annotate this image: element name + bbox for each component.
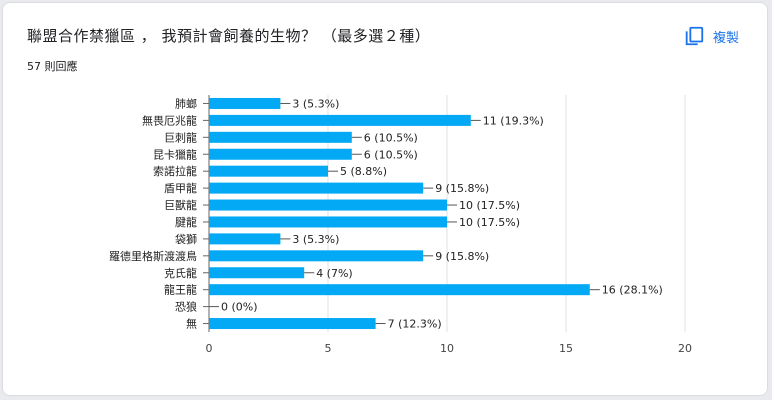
copy-button[interactable]: 複製 [683,21,753,51]
bar [209,131,352,143]
copy-icon [685,26,704,46]
data-label: 16 (28.1%) [602,284,663,297]
x-tick-label: 20 [678,342,692,355]
category-label: 龍王龍 [164,283,197,297]
data-label: 9 (15.8%) [435,182,489,195]
bar [209,97,281,109]
response-card: 聯盟合作禁獵區 ， 我預計會飼養的生物？ （最多選２種） 57 則回應 複製 [2,2,768,396]
copy-label: 複製 [713,30,740,46]
question-title: 聯盟合作禁獵區 ， 我預計會飼養的生物？ （最多選２種） [27,27,431,45]
category-label: 肺螂 [175,97,197,110]
category-label: 索諾拉龍 [153,164,197,178]
bar [209,182,424,194]
bar [209,250,424,262]
category-label: 袋獅 [175,232,197,246]
data-label: 6 (10.5%) [364,148,418,161]
bar [209,114,471,126]
category-label: 腱龍 [175,215,197,229]
category-label: 無 [186,317,197,331]
category-label: 巨獸龍 [164,198,197,212]
category-label: 巨刺龍 [164,130,197,144]
bar [209,318,376,330]
data-label: 10 (17.5%) [459,199,520,212]
x-tick-label: 15 [559,342,573,355]
data-label: 3 (5.3%) [292,233,339,246]
data-label: 7 (12.3%) [388,318,442,331]
data-label: 11 (19.3%) [483,114,544,127]
category-label: 恐狼 [175,300,197,314]
data-label: 10 (17.5%) [459,216,520,229]
bar [209,216,447,228]
bar [209,165,328,177]
x-tick-label: 5 [325,342,332,355]
data-label: 0 (0%) [221,301,258,314]
category-label: 克氏龍 [164,266,197,280]
data-label: 9 (15.8%) [435,250,489,263]
x-tick-label: 0 [206,342,213,355]
category-label: 盾甲龍 [164,181,197,195]
category-label: 羅德里格斯渡渡鳥 [109,249,197,263]
response-count: 57 則回應 [27,60,78,73]
data-label: 6 (10.5%) [364,131,418,144]
x-tick-label: 10 [440,342,454,355]
category-label: 昆卡獵龍 [153,147,197,161]
bar [209,267,305,279]
data-label: 5 (8.8%) [340,165,387,178]
bar [209,148,352,160]
bar [209,233,281,245]
data-label: 4 (7%) [316,267,353,280]
bar [209,199,447,211]
bar [209,284,590,296]
category-label: 無畏厄兆龍 [142,113,197,127]
data-label: 3 (5.3%) [292,97,339,110]
